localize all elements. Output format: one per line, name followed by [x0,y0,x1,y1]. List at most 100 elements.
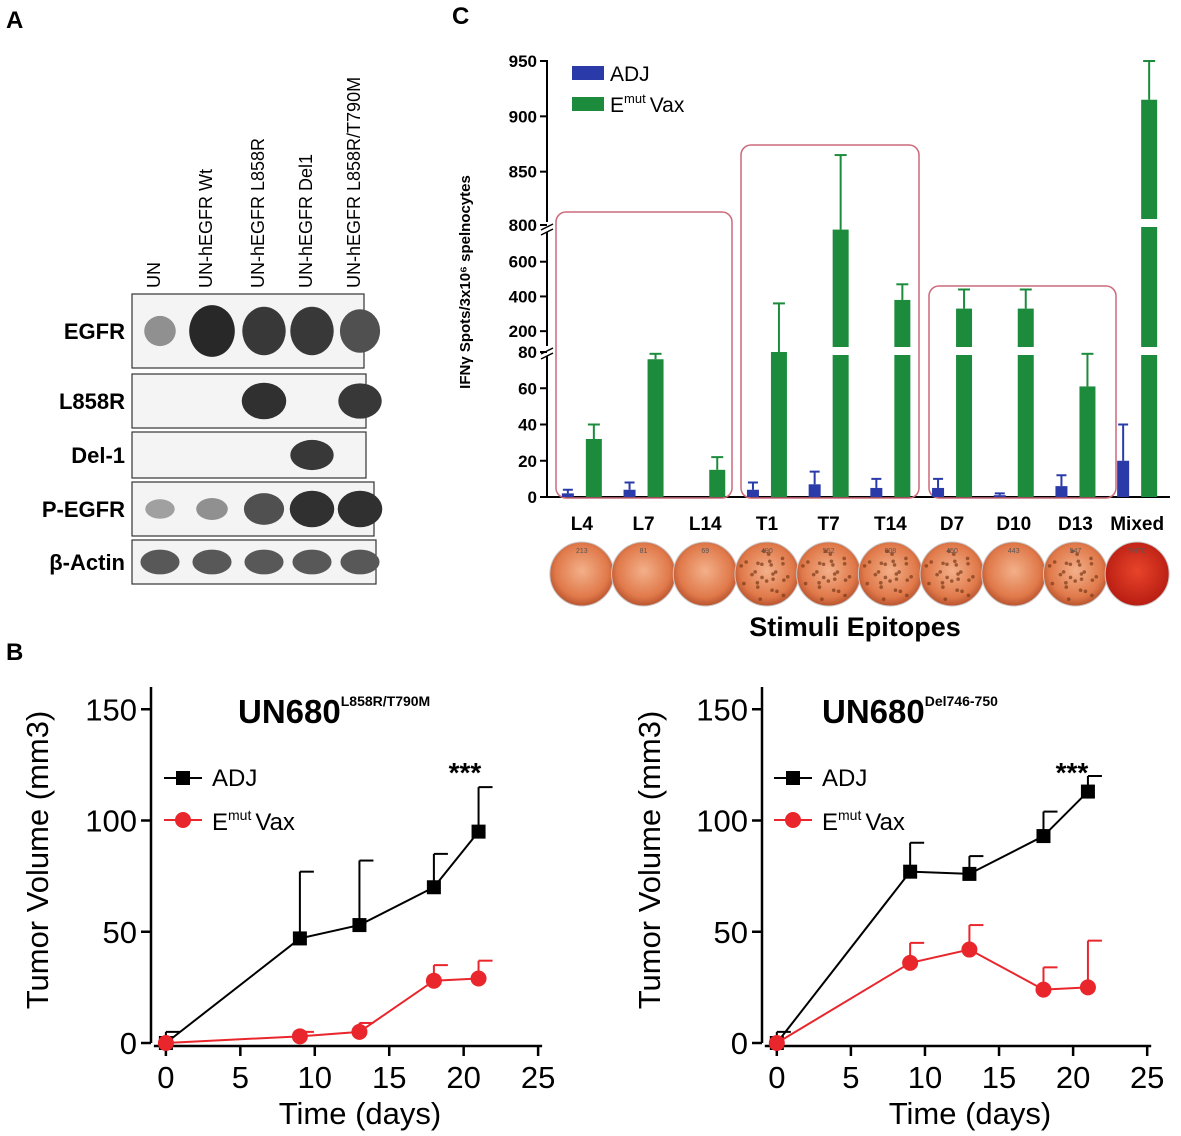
elispot-spot [897,570,901,574]
bar-x-tick-label: L4 [571,514,594,535]
elispot-spot [879,561,884,566]
elispot-well [1104,541,1170,607]
line2-title-super: Del746-750 [925,693,998,709]
elispot-spot [756,561,760,566]
bar-vax [709,469,726,497]
elispot-spot [820,597,824,601]
elispot-count: TNTC [1128,548,1147,555]
point-vax [470,970,487,987]
elispot-spot [773,570,778,574]
line-x-tick-label: 15 [372,1060,406,1095]
elispot-spot [1064,585,1069,589]
elispot-count: 69 [701,548,709,555]
elispot-spot [781,561,785,566]
elispot-spot [1082,570,1087,574]
lane-label: UN-hEGFR Wt [196,169,216,288]
bar-x-tick-label: D13 [1058,514,1093,535]
elispot-spot [829,559,834,564]
elispot-spot [755,580,760,585]
elispot-spot [842,556,847,561]
bar-vax [585,439,602,497]
elispot-spot [811,572,816,577]
point-vax [1035,981,1052,998]
elispot-count: 213 [576,548,588,555]
bar-adj [1055,486,1068,497]
point-vax [425,972,442,989]
bar-ylabel: IFNγ Spots/3x10⁶ spelnocytes [457,175,474,389]
axis-break-mark [540,223,554,231]
elispot-spot [888,579,892,583]
line-x-tick-label: 0 [157,1060,174,1095]
elispot-spot [842,561,847,566]
elispot-spot [945,562,949,567]
elispot-spot [1078,588,1083,593]
series-adj-line [165,830,480,1044]
line1-legend-vax-prefix: E [212,809,228,836]
elispot-spot [966,593,971,598]
elispot-spot [806,560,810,564]
elispot-spot [959,570,963,574]
line1-legend-vax-super: mut [228,807,251,823]
elispot-spot [753,570,757,574]
line-x-tick-label: 15 [982,1060,1016,1095]
elispot-spot [750,572,754,577]
elispot-spot [832,572,837,576]
bar-vax [832,229,849,497]
line2-title: UN680Del746-750 [822,693,998,730]
bar-x-tick-label: L14 [689,514,722,535]
line2-legend-vax: Emut Vax [822,807,905,836]
blot-band [140,549,180,575]
epitope-group-box [740,144,920,499]
bar-adj [561,493,574,497]
elispot-spot [927,581,931,586]
blot-band [244,549,284,575]
elispot-count: 547 [1070,548,1082,555]
elispot-spot [771,572,775,576]
point-adj [962,866,977,881]
elispot-spot [1083,589,1088,594]
line-y-tick-label: 0 [731,1026,748,1061]
elispot-spot [781,593,786,598]
line1-title-main: UN680 [238,693,341,730]
elispot-spot [954,563,959,567]
elispot-spot [883,562,888,567]
bar-vax [1079,386,1096,497]
bar-legend-adj-swatch [572,66,604,80]
tumor-line-chart-left: UN680L858R/T790M ADJ Emut Vax *** Time (d… [20,687,555,1131]
axis-break-mark [540,352,554,360]
elispot-spot [966,561,970,566]
line-y-tick-label: 50 [714,915,748,950]
blot-band [292,549,332,575]
elispot-count: 443 [1008,548,1020,555]
bar-legend-vax-super: mut [624,91,646,106]
line-y-tick-label: 150 [85,692,137,727]
bar-adj [808,484,821,497]
elispot-spot [1076,559,1081,564]
elispot-spot [744,560,748,564]
elispot-spot [847,574,852,579]
elispot-spot [1047,564,1052,568]
elispot-spot [785,574,790,579]
elispot-count: 450 [946,548,958,555]
elispot-spot [960,589,964,594]
elispot-spot [943,597,948,601]
elispot-spot [1068,562,1073,567]
blot-band [338,383,382,419]
elispot-spot [760,562,764,567]
blot-band [289,490,335,528]
legend-adj-marker [176,771,190,785]
bar-adj [870,487,883,497]
blot-row-label: L858R [59,389,125,414]
line-x-tick-label: 25 [1130,1060,1164,1095]
bar-vax [894,299,911,497]
line1-ylabel: Tumor Volume (mm3) [20,711,55,1010]
elispot-spot [1050,581,1055,586]
elispot-spot [766,552,771,556]
line1-xlabel: Time (days) [279,1096,441,1131]
panel-label-a: A [6,7,23,34]
line2-legend-vax-name: Vax [865,809,905,836]
blot-row-label: P-EGFR [42,497,125,522]
line1-legend-vax-name: Vax [255,809,295,836]
line-x-tick-label: 5 [232,1060,249,1095]
axis-break-mark [540,228,554,236]
